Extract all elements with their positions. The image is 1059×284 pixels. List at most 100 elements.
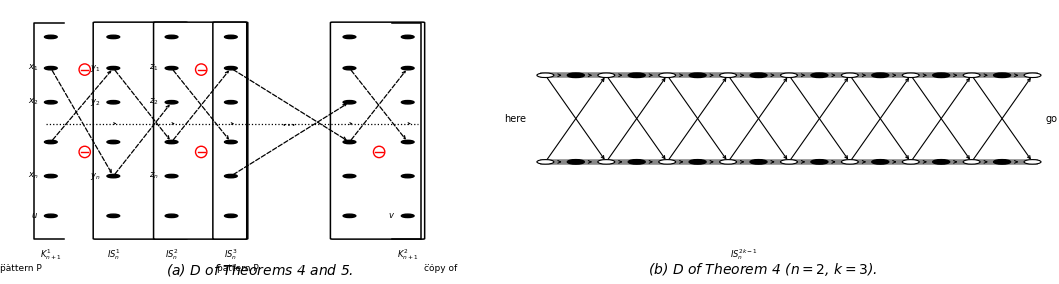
Text: ...: ...: [424, 257, 434, 267]
Circle shape: [964, 73, 981, 78]
Circle shape: [659, 73, 676, 78]
Circle shape: [872, 73, 889, 78]
Text: $IS^3_n$: $IS^3_n$: [223, 247, 238, 262]
Circle shape: [598, 73, 614, 78]
Circle shape: [401, 66, 414, 70]
Text: $IS^{2k-1}_n$: $IS^{2k-1}_n$: [730, 247, 758, 262]
FancyBboxPatch shape: [330, 22, 425, 239]
Circle shape: [107, 35, 120, 39]
Circle shape: [1024, 73, 1041, 78]
Circle shape: [165, 35, 178, 39]
Text: $K^1_{n+1}$: $K^1_{n+1}$: [40, 247, 61, 262]
Circle shape: [107, 101, 120, 104]
Circle shape: [44, 35, 57, 39]
Circle shape: [107, 214, 120, 218]
Text: $x_2$: $x_2$: [28, 97, 38, 107]
Circle shape: [902, 73, 919, 78]
Circle shape: [598, 160, 614, 164]
Circle shape: [750, 73, 767, 78]
Circle shape: [225, 35, 237, 39]
Circle shape: [225, 214, 237, 218]
Circle shape: [401, 140, 414, 144]
Circle shape: [44, 214, 57, 218]
Text: $x_n$: $x_n$: [28, 171, 38, 181]
Circle shape: [44, 101, 57, 104]
Circle shape: [659, 160, 676, 164]
Text: $u$: $u$: [31, 211, 38, 220]
Circle shape: [811, 73, 828, 78]
Circle shape: [720, 73, 737, 78]
Circle shape: [993, 160, 1010, 164]
Circle shape: [107, 174, 120, 178]
Circle shape: [343, 214, 356, 218]
Text: $K^2_{n+1}$: $K^2_{n+1}$: [397, 247, 418, 262]
Circle shape: [225, 140, 237, 144]
Circle shape: [780, 160, 797, 164]
Circle shape: [343, 140, 356, 144]
Text: (b) $D$ of Theorem 4 ($n = 2$, $k = 3$).: (b) $D$ of Theorem 4 ($n = 2$, $k = 3$).: [648, 261, 877, 278]
Circle shape: [401, 35, 414, 39]
Text: $y_n$: $y_n$: [90, 171, 101, 181]
Circle shape: [401, 101, 414, 104]
Text: $z_n$: $z_n$: [149, 171, 159, 181]
FancyBboxPatch shape: [154, 22, 248, 239]
Circle shape: [872, 160, 889, 164]
Text: $IS^2_n$: $IS^2_n$: [165, 247, 178, 262]
Circle shape: [44, 140, 57, 144]
Circle shape: [902, 160, 919, 164]
Circle shape: [933, 160, 950, 164]
FancyBboxPatch shape: [213, 22, 247, 239]
Text: pattern P: pattern P: [0, 264, 41, 273]
Circle shape: [44, 66, 57, 70]
Circle shape: [225, 101, 237, 104]
Text: pattern P: pattern P: [217, 264, 259, 273]
FancyBboxPatch shape: [93, 22, 187, 239]
Circle shape: [780, 73, 797, 78]
Circle shape: [537, 160, 554, 164]
Text: go: go: [1045, 114, 1057, 124]
Circle shape: [343, 35, 356, 39]
Circle shape: [401, 174, 414, 178]
Circle shape: [107, 66, 120, 70]
Circle shape: [689, 73, 706, 78]
Text: copy of: copy of: [424, 264, 456, 273]
Circle shape: [933, 73, 950, 78]
Text: $y_2$: $y_2$: [90, 97, 101, 108]
Circle shape: [225, 174, 237, 178]
Circle shape: [628, 73, 645, 78]
Circle shape: [165, 214, 178, 218]
Circle shape: [343, 101, 356, 104]
Circle shape: [107, 140, 120, 144]
Text: here: here: [504, 114, 526, 124]
Text: $z_2$: $z_2$: [149, 97, 159, 107]
Circle shape: [811, 160, 828, 164]
Circle shape: [568, 160, 585, 164]
Circle shape: [1024, 160, 1041, 164]
Text: $IS^1_n$: $IS^1_n$: [107, 247, 120, 262]
Circle shape: [401, 214, 414, 218]
Circle shape: [841, 73, 859, 78]
Text: ...: ...: [0, 257, 11, 267]
Text: $x_1$: $x_1$: [28, 63, 38, 73]
Circle shape: [165, 66, 178, 70]
Text: $z_1$: $z_1$: [149, 63, 159, 73]
Circle shape: [841, 160, 859, 164]
Circle shape: [964, 160, 981, 164]
Circle shape: [343, 174, 356, 178]
Text: $y_1$: $y_1$: [90, 63, 101, 74]
Text: $v$: $v$: [388, 211, 395, 220]
Circle shape: [750, 160, 767, 164]
Text: $\cdots$: $\cdots$: [281, 116, 295, 131]
Circle shape: [628, 160, 645, 164]
Circle shape: [165, 101, 178, 104]
Circle shape: [165, 140, 178, 144]
Text: (a) $D$ of Theorems 4 and 5.: (a) $D$ of Theorems 4 and 5.: [165, 262, 354, 278]
Circle shape: [689, 160, 706, 164]
Circle shape: [993, 73, 1010, 78]
Circle shape: [225, 66, 237, 70]
Circle shape: [720, 160, 737, 164]
Circle shape: [44, 174, 57, 178]
Circle shape: [343, 66, 356, 70]
Circle shape: [568, 73, 585, 78]
Circle shape: [537, 73, 554, 78]
